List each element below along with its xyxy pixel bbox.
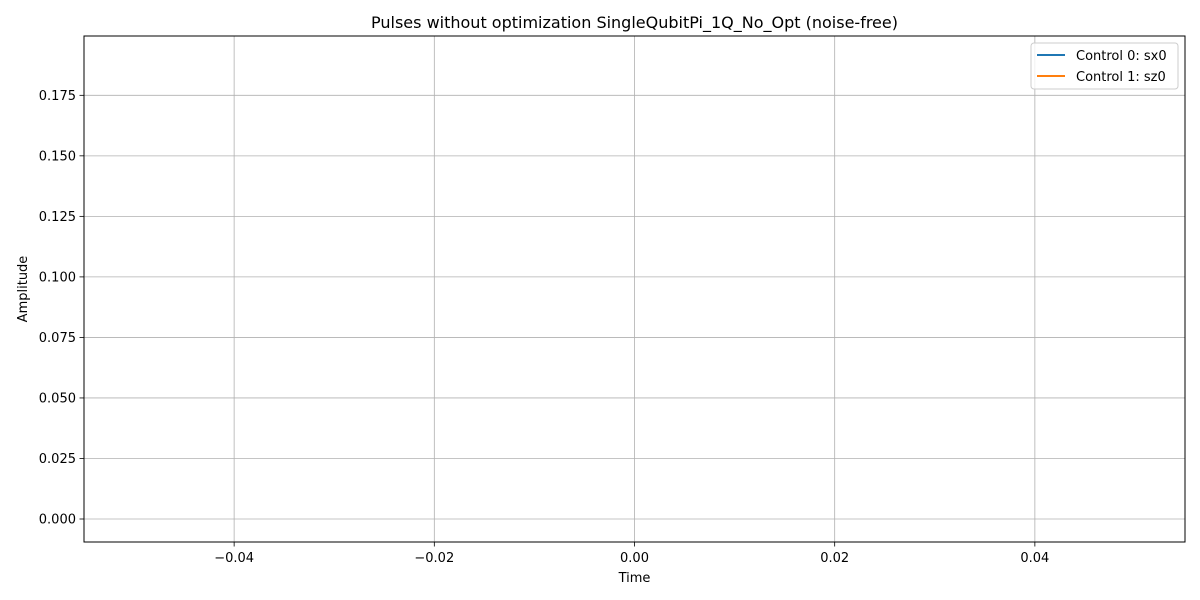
legend: Control 0: sx0 Control 1: sz0 <box>1030 42 1179 90</box>
x-axis-ticks: −0.04 −0.02 0.00 0.02 0.04 <box>214 542 1049 566</box>
y-tick-label: 0.125 <box>39 210 76 225</box>
legend-box <box>1030 42 1179 90</box>
y-tick-label: 0.175 <box>39 89 76 104</box>
y-axis-ticks: 0.000 0.025 0.050 0.075 0.100 0.125 0.150 0.175 <box>39 89 84 528</box>
x-tick-label: −0.02 <box>414 551 454 566</box>
y-axis-title: Amplitude <box>16 256 31 323</box>
y-tick-label: 0.075 <box>39 331 76 346</box>
y-tick-label: 0.150 <box>39 149 76 164</box>
legend-label-control-0: Control 0: sx0 <box>1076 49 1167 64</box>
chart-title: Pulses without optimization SingleQubitP… <box>371 13 898 33</box>
y-tick-label: 0.025 <box>39 452 76 467</box>
x-tick-label: −0.04 <box>214 551 254 566</box>
x-tick-label: 0.00 <box>620 551 649 566</box>
x-axis-title: Time <box>618 571 651 586</box>
y-tick-label: 0.050 <box>39 391 76 406</box>
y-tick-label: 0.100 <box>39 270 76 285</box>
y-tick-label: 0.000 <box>39 513 76 528</box>
grid-lines <box>84 36 1185 542</box>
x-tick-label: 0.02 <box>820 551 849 566</box>
legend-label-control-1: Control 1: sz0 <box>1076 70 1166 85</box>
x-tick-label: 0.04 <box>1020 551 1049 566</box>
